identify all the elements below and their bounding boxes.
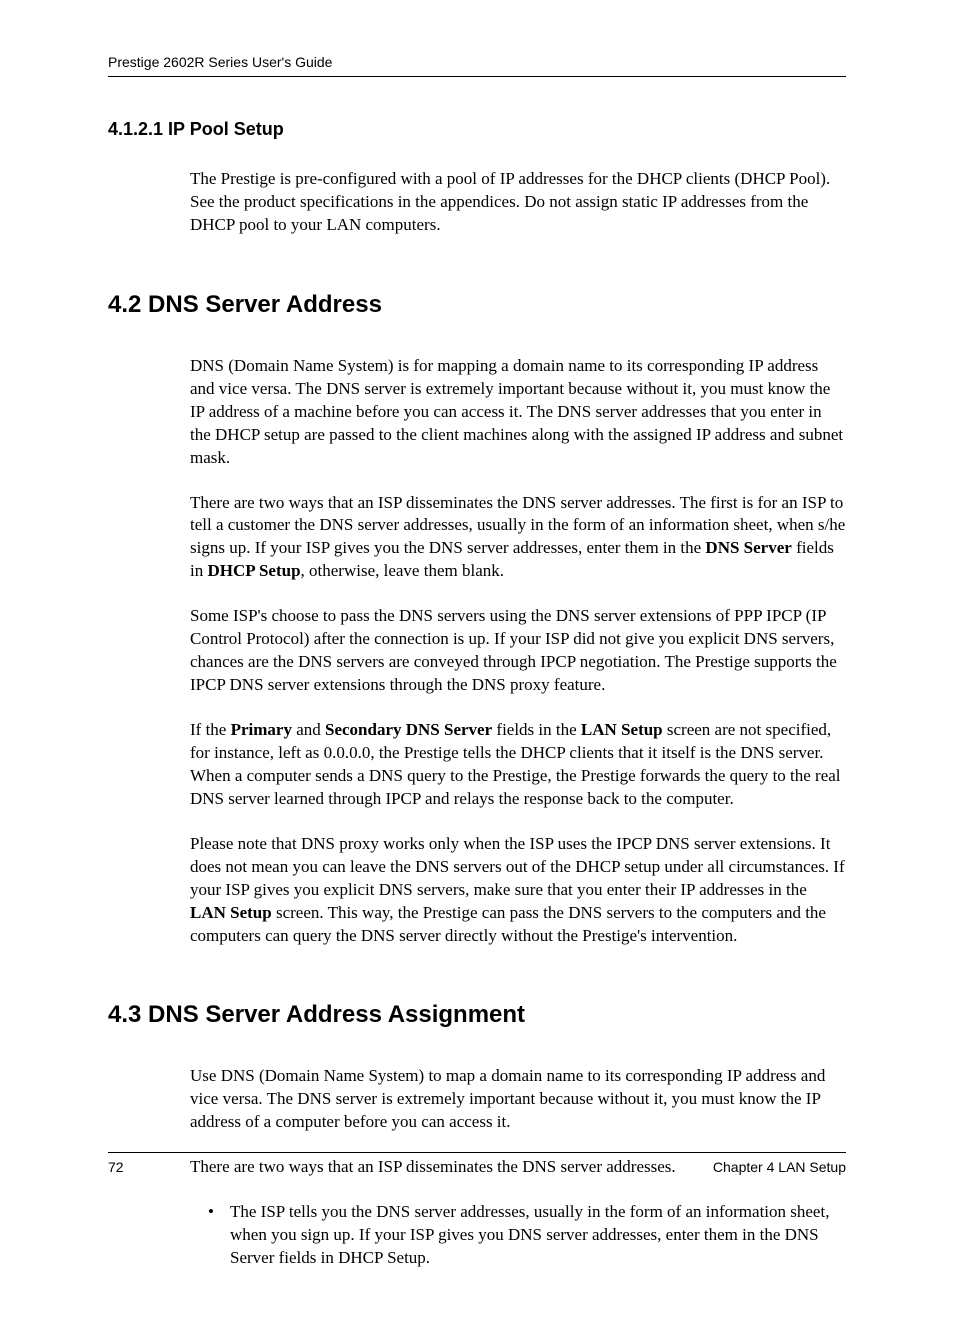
page-number: 72 bbox=[108, 1159, 124, 1175]
page-footer: 72 Chapter 4 LAN Setup bbox=[108, 1152, 846, 1175]
chapter-label: Chapter 4 LAN Setup bbox=[713, 1159, 846, 1175]
text-bold: Primary bbox=[231, 720, 292, 739]
text-bold: DNS Server bbox=[705, 538, 791, 557]
para: Please note that DNS proxy works only wh… bbox=[190, 833, 846, 948]
text-bold: Secondary DNS Server bbox=[325, 720, 492, 739]
text-bold: DHCP Setup bbox=[207, 561, 300, 580]
list-item: • The ISP tells you the DNS server addre… bbox=[208, 1201, 846, 1270]
bullet-text: The ISP tells you the DNS server address… bbox=[230, 1201, 846, 1270]
text-bold: LAN Setup bbox=[581, 720, 663, 739]
para: Some ISP's choose to pass the DNS server… bbox=[190, 605, 846, 697]
para: Use DNS (Domain Name System) to map a do… bbox=[190, 1065, 846, 1134]
text-run: screen. This way, the Prestige can pass … bbox=[190, 903, 826, 945]
para: There are two ways that an ISP dissemina… bbox=[190, 492, 846, 584]
para: If the Primary and Secondary DNS Server … bbox=[190, 719, 846, 811]
heading-4-3: 4.3 DNS Server Address Assignment bbox=[108, 1001, 846, 1029]
heading-4-2: 4.2 DNS Server Address bbox=[108, 291, 846, 319]
text-run: and bbox=[292, 720, 325, 739]
header-title: Prestige 2602R Series User's Guide bbox=[108, 54, 332, 70]
text-run: fields in the bbox=[492, 720, 581, 739]
text-run: , otherwise, leave them blank. bbox=[301, 561, 504, 580]
text-run: Please note that DNS proxy works only wh… bbox=[190, 834, 845, 899]
heading-4-1-2-1: 4.1.2.1 IP Pool Setup bbox=[108, 119, 846, 140]
para: DNS (Domain Name System) is for mapping … bbox=[190, 355, 846, 470]
body-4-2: DNS (Domain Name System) is for mapping … bbox=[190, 355, 846, 948]
page-content: Prestige 2602R Series User's Guide 4.1.2… bbox=[0, 0, 954, 1336]
body-4-1-2-1: The Prestige is pre-configured with a po… bbox=[190, 168, 846, 237]
bullet-list: • The ISP tells you the DNS server addre… bbox=[208, 1201, 846, 1270]
para: The Prestige is pre-configured with a po… bbox=[190, 168, 846, 237]
bullet-icon: • bbox=[208, 1201, 230, 1270]
text-bold: LAN Setup bbox=[190, 903, 272, 922]
text-run: If the bbox=[190, 720, 231, 739]
page-header: Prestige 2602R Series User's Guide bbox=[108, 54, 846, 77]
